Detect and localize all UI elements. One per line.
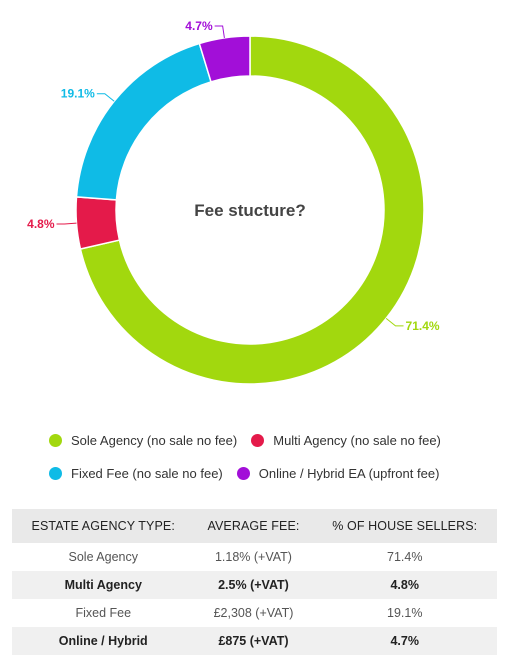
legend-item-sole-agency[interactable]: Sole Agency (no sale no fee) xyxy=(49,430,237,450)
table-row: Sole Agency 1.18% (+VAT) 71.4% xyxy=(12,543,497,571)
donut-chart: 71.4% 4.8% 19.1% 4.7% Fee stucture? xyxy=(27,19,440,385)
table-cell: Online / Hybrid xyxy=(12,627,195,655)
chart-title: Fee stucture? xyxy=(194,201,305,220)
table-cell: Sole Agency xyxy=(68,550,139,564)
table-cell: 1.18% (+VAT) xyxy=(214,550,292,564)
leader-line xyxy=(214,25,225,38)
table-cell: Multi Agency xyxy=(12,571,195,599)
data-label-multi-agency: 4.8% xyxy=(27,217,55,231)
data-label-sole-agency: 71.4% xyxy=(406,319,440,333)
table-cell: 19.1% xyxy=(387,606,423,620)
data-label-online-hybrid: 4.7% xyxy=(185,19,213,33)
column-header-fee: AVERAGE FEE: xyxy=(194,509,313,543)
legend-item-online-hybrid[interactable]: Online / Hybrid EA (upfront fee) xyxy=(236,463,440,483)
table-row: Multi Agency 2.5% (+VAT) 4.8% xyxy=(12,571,497,599)
legend-dot-icon xyxy=(251,433,265,447)
legend-dot-icon xyxy=(49,433,62,447)
table-cell: 4.7% xyxy=(312,627,497,655)
table-cell: £875 (+VAT) xyxy=(194,627,313,655)
slice-sole-agency[interactable] xyxy=(79,35,425,385)
leader-line xyxy=(385,317,404,327)
slice-labels: 71.4% 4.8% 19.1% 4.7% xyxy=(27,19,440,333)
table-cell: 4.8% xyxy=(312,571,497,599)
table-cell: 2.5% (+VAT) xyxy=(194,571,313,599)
legend-label: Fixed Fee (no sale no fee) xyxy=(71,465,223,481)
column-header-percent: % OF HOUSE SELLERS: xyxy=(312,509,497,543)
table-cell: 71.4% xyxy=(387,550,423,564)
leader-line xyxy=(96,93,115,102)
fee-table: ESTATE AGENCY TYPE: AVERAGE FEE: % OF HO… xyxy=(12,509,497,655)
slice-fixed-fee[interactable] xyxy=(75,42,212,201)
slice-multi-agency[interactable] xyxy=(75,196,121,250)
table-header-row: ESTATE AGENCY TYPE: AVERAGE FEE: % OF HO… xyxy=(12,509,497,543)
donut-slices xyxy=(75,35,425,385)
table-row: Fixed Fee £2,308 (+VAT) 19.1% xyxy=(12,599,497,627)
table-cell: Fixed Fee xyxy=(75,606,132,620)
slice-online-hybrid[interactable] xyxy=(198,35,251,83)
legend-label: Online / Hybrid EA (upfront fee) xyxy=(258,465,440,481)
legend-dot-icon xyxy=(49,466,62,480)
table-cell: £2,308 (+VAT) xyxy=(213,606,294,620)
data-label-fixed-fee: 19.1% xyxy=(61,87,95,101)
chart-legend: Sole Agency (no sale no fee) Multi Agenc… xyxy=(0,430,507,496)
table-row: Online / Hybrid £875 (+VAT) 4.7% xyxy=(12,627,497,655)
legend-label: Multi Agency (no sale no fee) xyxy=(273,432,441,448)
column-header-type: ESTATE AGENCY TYPE: xyxy=(12,509,195,543)
legend-item-multi-agency[interactable]: Multi Agency (no sale no fee) xyxy=(251,430,441,450)
leader-line xyxy=(56,222,77,225)
legend-item-fixed-fee[interactable]: Fixed Fee (no sale no fee) xyxy=(49,463,223,483)
legend-label: Sole Agency (no sale no fee) xyxy=(71,432,238,448)
legend-dot-icon xyxy=(236,466,250,480)
